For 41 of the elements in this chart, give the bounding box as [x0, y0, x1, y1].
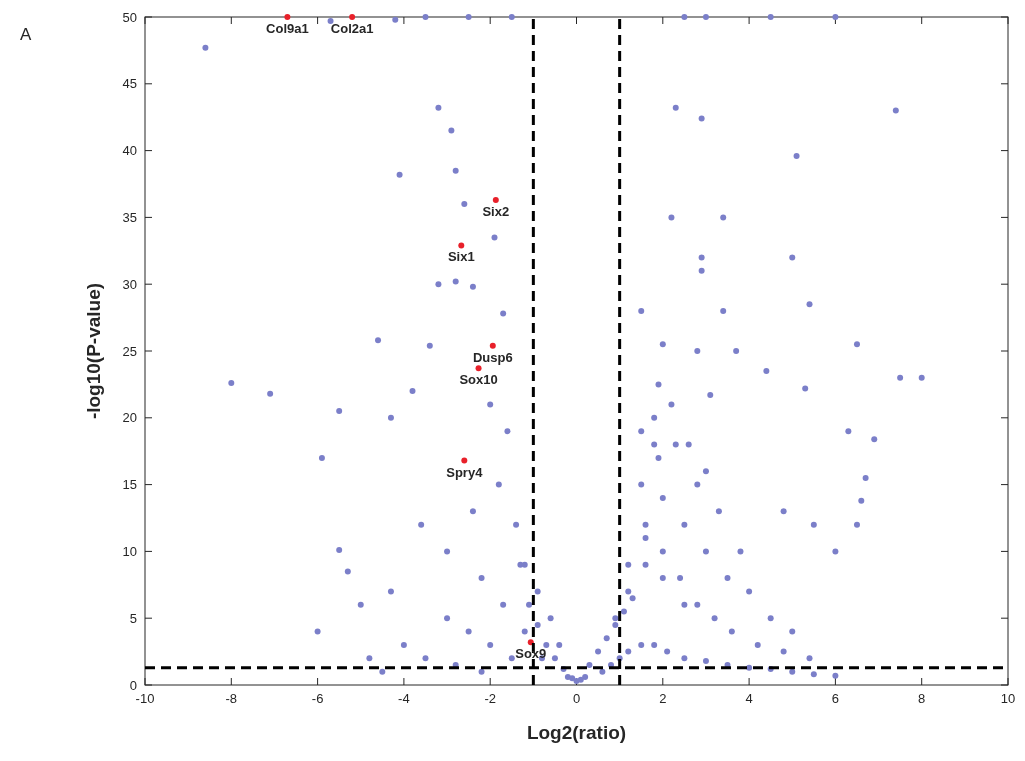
text: A — [20, 25, 32, 44]
y-tick-label: 45 — [122, 76, 137, 92]
annotation: Six2 — [482, 204, 510, 220]
y-tick-label: 5 — [129, 610, 137, 626]
annotation: Six1 — [447, 249, 475, 265]
y-axis-title: -log10(P-value) — [83, 282, 104, 420]
x-tick-label: -2 — [484, 691, 496, 706]
point — [461, 457, 468, 464]
y-tick-label: 20 — [122, 410, 137, 426]
y-tick-label: 35 — [122, 209, 137, 225]
x-tick-label: 0 — [572, 691, 581, 706]
x-tick-label: -10 — [135, 691, 155, 706]
annotation: Col9a1 — [266, 21, 309, 36]
point — [458, 242, 465, 249]
y-tick-label: 40 — [122, 143, 137, 159]
x-tick-label: -8 — [225, 691, 238, 706]
y-tick-label: 30 — [122, 276, 137, 292]
point — [349, 14, 356, 20]
annotation: Spry4 — [446, 464, 484, 480]
x-tick-label: -6 — [311, 691, 324, 706]
x-tick-label: -4 — [398, 691, 410, 706]
annotation: Sox10 — [459, 372, 498, 388]
x-tick-label: 10 — [1000, 691, 1016, 706]
point — [489, 342, 496, 349]
x-tick-label: 2 — [659, 691, 667, 706]
point — [492, 197, 499, 204]
x-tick-label: 4 — [745, 691, 753, 706]
x-tick-label: 6 — [831, 691, 840, 706]
point — [475, 365, 482, 372]
y-tick-label: 10 — [122, 543, 137, 559]
y-tick-label: 0 — [129, 677, 137, 693]
point — [284, 14, 291, 20]
annotation: Sox9 — [515, 646, 547, 662]
y-tick-label: 50 — [122, 9, 137, 25]
point — [527, 639, 534, 646]
annotation: Col2a1 — [330, 21, 374, 36]
y-tick-label: 25 — [122, 343, 137, 359]
y-tick-label: 15 — [122, 477, 137, 493]
x-tick-label: 8 — [918, 691, 926, 706]
x-axis-title: Log2(ratio) — [526, 722, 627, 743]
annotation: Dusp6 — [472, 349, 513, 365]
